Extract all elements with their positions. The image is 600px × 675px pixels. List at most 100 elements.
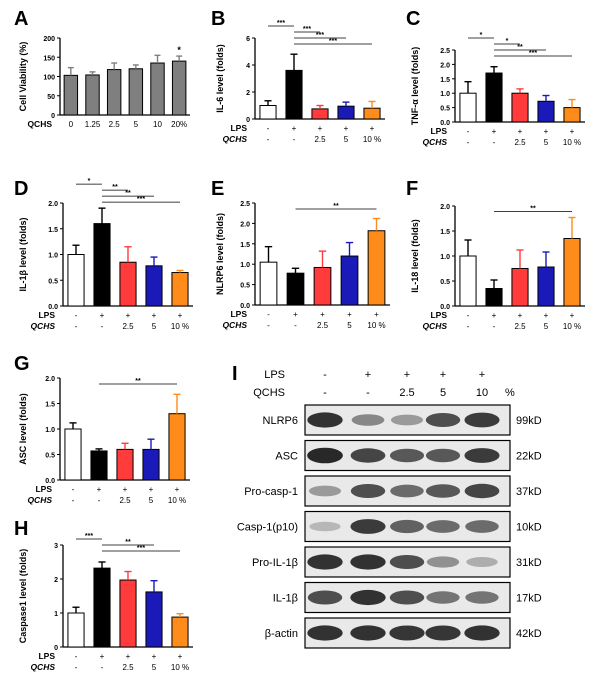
bar: [485, 72, 503, 123]
blot-band: [425, 484, 461, 498]
blot-band: [464, 448, 500, 463]
y-tick-label: 1: [54, 611, 58, 618]
y-tick-label: 0: [51, 113, 55, 120]
bar: [311, 108, 329, 120]
protein-label: Casp-1(p10): [237, 522, 298, 534]
header-value: +: [404, 369, 410, 381]
panel-letter: F: [406, 178, 418, 200]
x-tick-label: 10 %: [563, 322, 581, 331]
y-tick-label: 0.5: [440, 279, 450, 286]
x-tick-label: -: [98, 496, 101, 505]
y-axis-label: ASC level (folds): [18, 393, 28, 465]
blot-band: [307, 447, 343, 464]
x-tick-label: -: [493, 322, 496, 331]
x-tick-label: 5: [347, 321, 352, 330]
y-tick-label: 0.5: [45, 453, 55, 460]
x-tick-label: -: [101, 322, 104, 331]
y-axis-label: IL-6 level (folds): [215, 44, 225, 113]
significance-label: *: [506, 38, 509, 45]
y-tick-label: 50: [47, 94, 55, 101]
significance-label: **: [530, 206, 536, 213]
blot-band: [350, 519, 386, 534]
blot-band: [350, 484, 386, 498]
bar: [171, 272, 189, 307]
blot-band: [425, 625, 461, 641]
protein-label: β-actin: [265, 628, 298, 640]
x-row-label: QCHS: [222, 320, 247, 330]
x-tick-label: -: [75, 663, 78, 672]
significance-label: **: [125, 190, 131, 197]
y-tick-label: 0: [246, 117, 250, 124]
x-tick-label: 0: [69, 120, 74, 129]
blot-row: IL-1β 17kD: [273, 581, 542, 614]
x-tick-label: 5: [152, 322, 157, 331]
x-tick-label: 2.5: [314, 135, 326, 144]
y-tick-label: 1.5: [240, 242, 250, 249]
y-tick-label: 0.5: [440, 106, 450, 113]
bar: [93, 567, 111, 648]
x-tick-label: +: [293, 310, 298, 319]
x-tick-label: +: [318, 124, 323, 133]
bar: [337, 105, 355, 120]
significance-label: ***: [277, 20, 285, 27]
x-tick-label: +: [544, 311, 549, 320]
blot-band: [465, 591, 499, 604]
bar: [119, 261, 137, 307]
y-tick-label: 0.0: [48, 304, 58, 311]
significance-label: *: [480, 32, 483, 39]
x-tick-label: -: [493, 138, 496, 147]
x-tick-label: 1.25: [85, 120, 101, 129]
y-tick-label: 0.5: [48, 278, 58, 285]
x-tick-label: 10 %: [168, 496, 186, 505]
bar: [285, 69, 303, 120]
y-tick-label: 0.5: [240, 283, 250, 290]
x-tick-label: 2.5: [514, 138, 526, 147]
blot-band: [307, 625, 343, 641]
x-tick-label: +: [152, 311, 157, 320]
x-tick-label: -: [75, 322, 78, 331]
chart-d: D0.00.51.01.52.0IL-1β level (folds)*****…: [14, 178, 193, 331]
x-tick-label: +: [492, 311, 497, 320]
y-tick-label: 1.0: [440, 91, 450, 98]
x-tick-label: +: [175, 485, 180, 494]
blot-row: ASC 22kD: [275, 439, 542, 472]
bar: [313, 266, 332, 306]
bar: [119, 579, 137, 648]
y-tick-label: 2: [54, 577, 58, 584]
bar: [363, 107, 381, 120]
bar: [485, 288, 503, 307]
panel-letter: D: [14, 178, 28, 200]
blot-band: [466, 557, 498, 567]
x-tick-label: -: [72, 496, 75, 505]
bar: [171, 60, 187, 116]
y-axis-label: TNF-α level (folds): [410, 47, 420, 126]
bar: [145, 591, 163, 648]
x-tick-label: 5: [152, 663, 157, 672]
x-row-label: LPS: [38, 651, 55, 661]
y-tick-label: 0.0: [45, 478, 55, 485]
x-tick-label: 5: [134, 120, 139, 129]
size-label: 31kD: [516, 557, 542, 569]
bar: [142, 448, 160, 481]
x-row-label: LPS: [430, 126, 447, 136]
chart-b: B 0 2 4 6 IL-6 level (folds) *** *** *** *** LPS - +…: [211, 8, 385, 144]
x-tick-label: +: [178, 311, 183, 320]
x-tick-label: -: [267, 124, 270, 133]
y-tick-label: 2.0: [240, 221, 250, 228]
blot-band: [465, 520, 499, 533]
bar: [90, 450, 108, 481]
panel-letter: H: [14, 518, 28, 540]
chart-e: E 0.0 0.5 1.0 1.5 2.0 2.5 NLRP6 level (folds) **…: [211, 178, 390, 330]
blot-band: [390, 414, 424, 426]
significance-label: ***: [137, 545, 145, 552]
y-tick-label: 2.0: [45, 376, 55, 383]
x-tick-label: 5: [344, 135, 349, 144]
chart-g: G 0.0 0.5 1.0 1.5 2.0 ASC level (folds) ** LPS - +…: [14, 353, 190, 505]
y-tick-label: 1.0: [440, 254, 450, 261]
bar: [67, 254, 85, 307]
bar: [106, 69, 122, 116]
blot-row: Pro-casp-1 37kD: [244, 475, 542, 507]
bar: [340, 255, 359, 306]
